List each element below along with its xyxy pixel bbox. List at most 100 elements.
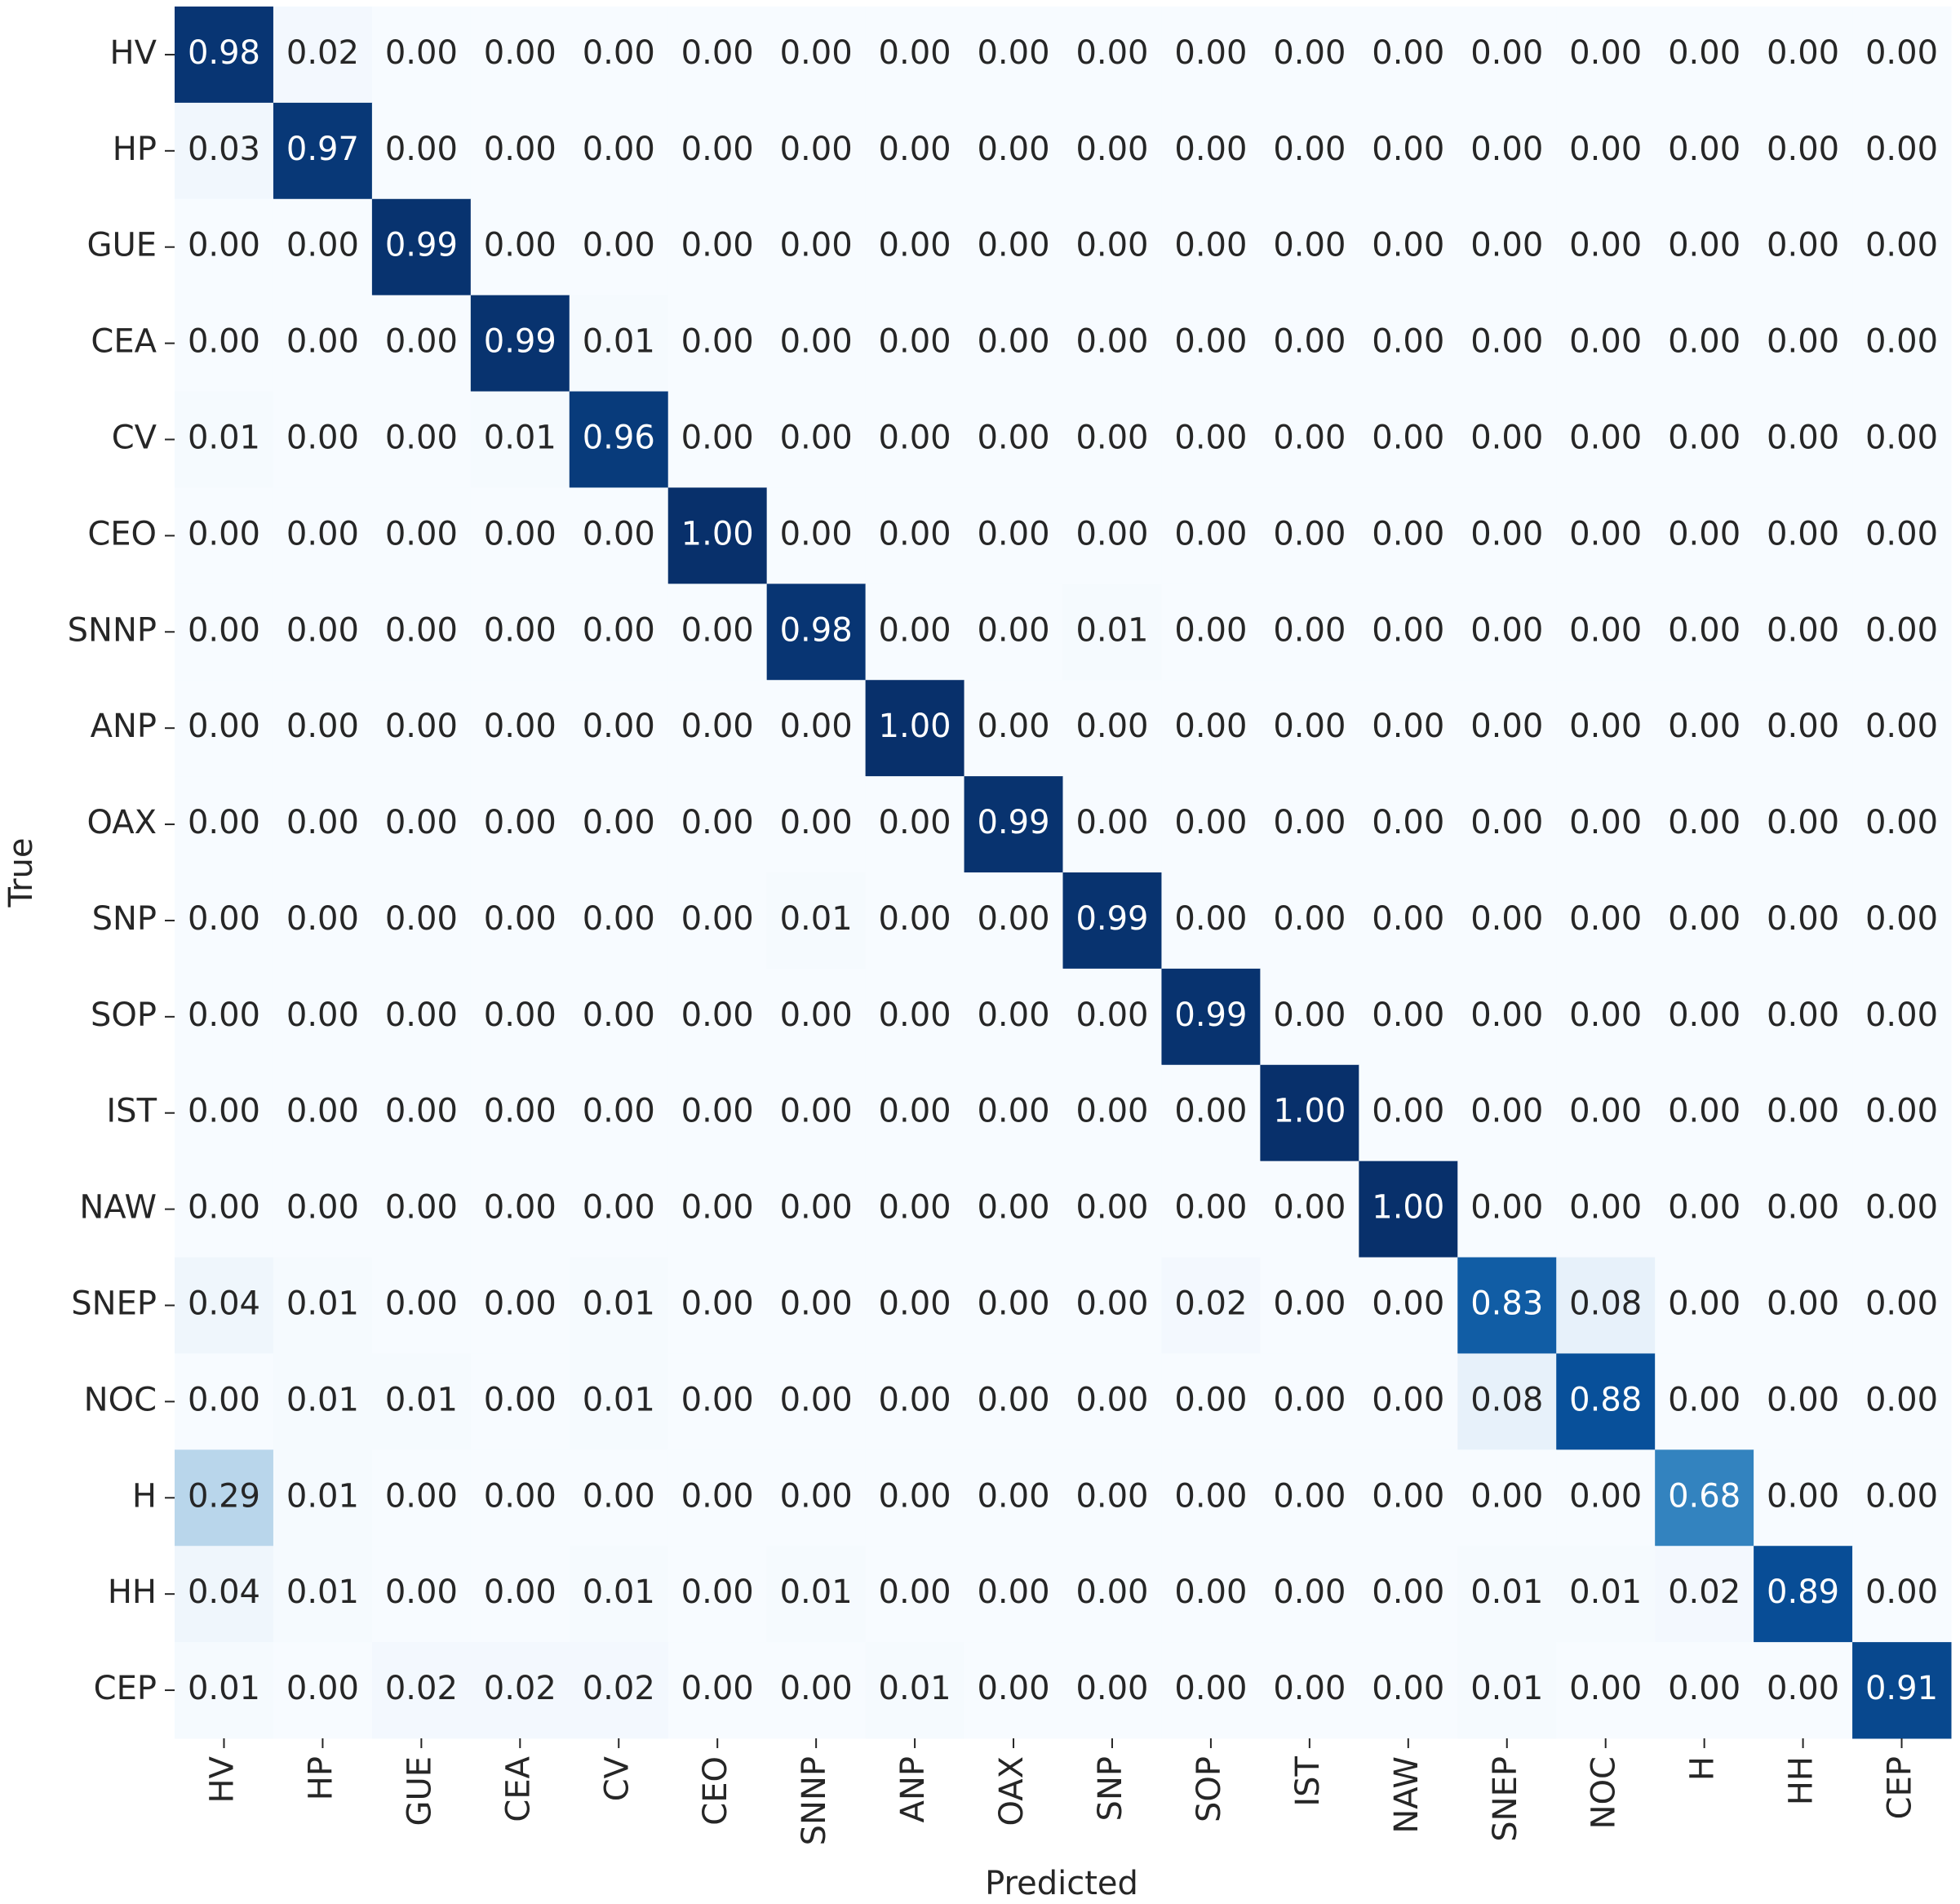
cell-label: 0.00: [484, 1189, 557, 1227]
cell-label: 0.00: [1174, 611, 1247, 649]
heatmap-cell: [569, 584, 669, 681]
heatmap-cell: [964, 1257, 1063, 1354]
heatmap-cell: [1062, 487, 1162, 584]
heatmap-cell: [470, 584, 570, 681]
cell-label: 0.29: [188, 1477, 260, 1515]
heatmap-cell: [1457, 1449, 1557, 1547]
heatmap-cell: [1655, 680, 1754, 777]
cell-label: 0.00: [1372, 323, 1444, 361]
heatmap-cell: [273, 872, 373, 970]
heatmap-cell: [273, 1449, 373, 1547]
cell-label: 0.00: [188, 611, 260, 649]
cell-label: 0.00: [1174, 515, 1247, 553]
x-tick-label: OAX: [993, 1756, 1031, 1826]
heatmap-cell: [1655, 584, 1754, 681]
cell-label: 0.00: [879, 34, 951, 72]
cell-label: 0.00: [1075, 1093, 1148, 1130]
cell-label: 0.99: [484, 323, 557, 361]
cell-label: 0.00: [1075, 34, 1148, 72]
cell-label: 0.00: [879, 804, 951, 841]
heatmap-cell: [470, 1064, 570, 1162]
heatmap-cell: [1655, 1546, 1754, 1643]
cell-label: 0.00: [1767, 1189, 1839, 1227]
heatmap-cell: [1556, 1449, 1656, 1547]
heatmap-cell: [1260, 1353, 1359, 1450]
heatmap-cell: [667, 1546, 768, 1643]
cell-label: 0.00: [1668, 1670, 1740, 1707]
heatmap-cell: [1457, 1064, 1557, 1162]
heatmap-cell: [766, 1064, 867, 1162]
cell-label: 0.00: [1470, 227, 1543, 264]
heatmap-cell: [1260, 7, 1359, 104]
cell-label: 0.00: [1273, 900, 1346, 938]
cell-label: 0.00: [583, 611, 655, 649]
heatmap-cell: [273, 776, 373, 873]
heatmap-cell: [470, 1449, 570, 1547]
cell-label: 0.00: [1174, 1670, 1247, 1707]
heatmap-cell: [1359, 295, 1458, 393]
heatmap-cell: [1161, 776, 1261, 873]
cell-label: 0.00: [1075, 1381, 1148, 1418]
x-tick-label: H: [1684, 1756, 1722, 1781]
cell-label: 0.00: [1273, 34, 1346, 72]
heatmap-cell: [1062, 584, 1162, 681]
heatmap-cell: [273, 680, 373, 777]
heatmap-cell: [667, 102, 768, 200]
heatmap-cell: [1754, 680, 1853, 777]
heatmap-cell: [1556, 1642, 1656, 1739]
cell-label: 0.00: [1668, 1381, 1740, 1418]
heatmap-cell: [1457, 487, 1557, 584]
y-tick-label: SNEP: [71, 1285, 157, 1323]
heatmap-cell: [371, 1449, 472, 1547]
heatmap-cell: [1260, 872, 1359, 970]
cell-label: 0.01: [879, 1670, 951, 1707]
cell-label: 0.00: [977, 611, 1049, 649]
heatmap-cell: [766, 487, 867, 584]
heatmap-cell: [1556, 102, 1656, 200]
cell-label: 0.00: [1174, 1093, 1247, 1130]
cell-label: 0.00: [286, 515, 359, 553]
heatmap-cell: [1852, 102, 1952, 200]
cell-label: 0.00: [1174, 1381, 1247, 1418]
cell-label: 0.00: [188, 708, 260, 745]
heatmap-cell: [1655, 968, 1754, 1066]
heatmap-cell: [766, 776, 867, 873]
heatmap-cell: [1161, 584, 1261, 681]
cell-label: 0.00: [1470, 611, 1543, 649]
cell-label: 0.88: [1569, 1381, 1642, 1418]
cell-label: 0.00: [879, 227, 951, 264]
cell-label: 0.00: [879, 900, 951, 938]
heatmap-cell: [865, 391, 965, 488]
cell-label: 0.00: [879, 1381, 951, 1418]
heatmap-cell: [1556, 7, 1656, 104]
heatmap-cell: [1655, 1064, 1754, 1162]
cell-label: 0.00: [681, 131, 754, 168]
heatmap-cell: [1359, 776, 1458, 873]
heatmap-cell: [1556, 198, 1656, 296]
cell-label: 0.00: [583, 131, 655, 168]
heatmap-cell: [175, 7, 274, 104]
cell-label: 0.01: [286, 1477, 359, 1515]
y-tick-label: SNP: [92, 900, 157, 938]
cell-label: 0.00: [385, 900, 458, 938]
cell-label: 0.00: [188, 1093, 260, 1130]
cell-label: 0.00: [484, 131, 557, 168]
heatmap-cell: [1359, 102, 1458, 200]
heatmap-cell: [964, 1449, 1063, 1547]
heatmap-cell: [1754, 1064, 1853, 1162]
heatmap-cell: [667, 776, 768, 873]
y-tick-label: SNNP: [68, 611, 157, 649]
cell-label: 0.01: [385, 1381, 458, 1418]
heatmap-cell: [273, 391, 373, 488]
heatmap-cell: [667, 584, 768, 681]
cell-label: 0.00: [385, 708, 458, 745]
heatmap-cell: [1754, 102, 1853, 200]
heatmap-cell: [1457, 1257, 1557, 1354]
heatmap-cell: [1852, 295, 1952, 393]
cell-label: 0.04: [188, 1285, 260, 1323]
heatmap-cell: [470, 872, 570, 970]
cell-label: 0.00: [1668, 1189, 1740, 1227]
heatmap-cell: [964, 1353, 1063, 1450]
cell-label: 0.99: [1075, 900, 1148, 938]
